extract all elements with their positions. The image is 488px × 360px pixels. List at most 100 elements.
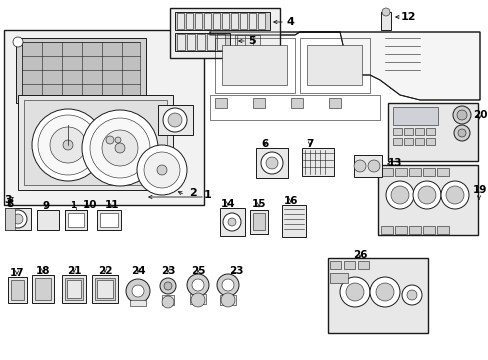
Bar [185, 13, 193, 29]
Circle shape [457, 129, 465, 137]
Circle shape [115, 143, 125, 153]
Circle shape [453, 125, 469, 141]
Circle shape [115, 137, 121, 143]
Bar [394, 168, 406, 176]
Text: 16: 16 [283, 196, 298, 206]
Bar [306, 45, 361, 85]
Circle shape [132, 285, 143, 297]
Circle shape [346, 283, 363, 301]
Bar [425, 128, 434, 135]
Text: 6: 6 [261, 139, 268, 149]
Bar [177, 13, 183, 29]
Bar [256, 148, 287, 178]
Circle shape [445, 186, 463, 204]
Bar [5, 208, 15, 230]
Bar [32, 275, 54, 303]
Bar [177, 34, 184, 50]
Circle shape [162, 296, 174, 308]
Bar [392, 138, 401, 145]
Text: 21: 21 [67, 266, 81, 276]
Bar [357, 261, 368, 269]
Bar [4, 30, 203, 205]
Circle shape [406, 290, 416, 300]
Circle shape [13, 214, 23, 224]
Bar [252, 213, 264, 230]
Bar [37, 210, 59, 230]
Bar [100, 213, 118, 227]
Bar [403, 128, 412, 135]
Bar [249, 210, 267, 234]
Bar [408, 226, 420, 234]
Bar [240, 13, 246, 29]
Circle shape [192, 279, 203, 291]
Bar [222, 13, 228, 29]
Bar [62, 275, 86, 303]
Bar [67, 280, 81, 298]
Text: 23: 23 [228, 266, 243, 276]
Bar [95, 278, 115, 300]
Bar [158, 105, 193, 135]
Circle shape [163, 282, 172, 290]
Bar [65, 210, 87, 230]
Circle shape [381, 8, 389, 16]
Circle shape [38, 115, 98, 175]
Text: 9: 9 [42, 201, 49, 211]
Bar [299, 38, 369, 93]
Text: 3: 3 [4, 195, 12, 205]
Bar [425, 138, 434, 145]
Text: 22: 22 [98, 266, 112, 276]
Bar [18, 95, 173, 190]
Bar [327, 258, 427, 333]
Circle shape [102, 130, 138, 166]
Bar [394, 226, 406, 234]
Bar [68, 213, 84, 227]
Bar [328, 98, 340, 108]
Circle shape [221, 293, 235, 307]
Bar [414, 128, 423, 135]
Circle shape [390, 186, 408, 204]
Bar [222, 45, 286, 85]
Text: 12: 12 [400, 12, 415, 22]
Bar [436, 226, 448, 234]
Bar [68, 213, 84, 227]
Text: 20: 20 [472, 110, 486, 120]
Bar [190, 294, 205, 304]
Text: 1: 1 [70, 201, 76, 210]
Bar [302, 148, 333, 176]
Bar [380, 226, 392, 234]
Polygon shape [43, 212, 53, 221]
Bar [215, 38, 294, 93]
Bar [329, 261, 340, 269]
Circle shape [385, 181, 413, 209]
Circle shape [353, 160, 365, 172]
Circle shape [440, 181, 468, 209]
Bar [130, 300, 146, 306]
Bar [343, 261, 354, 269]
Circle shape [456, 110, 466, 120]
Bar [162, 295, 174, 305]
Circle shape [265, 157, 278, 169]
Circle shape [369, 277, 399, 307]
Bar [35, 278, 51, 300]
Circle shape [261, 152, 283, 174]
Bar [197, 34, 204, 50]
Bar [22, 42, 140, 99]
Bar [97, 280, 113, 298]
Circle shape [223, 213, 241, 231]
Text: 4: 4 [285, 17, 293, 27]
Bar [220, 295, 236, 305]
Text: 18: 18 [36, 266, 50, 276]
Circle shape [227, 218, 236, 226]
Text: 2: 2 [189, 188, 197, 198]
Bar [392, 128, 401, 135]
Text: 1: 1 [203, 190, 211, 200]
Bar [186, 34, 195, 50]
Bar [422, 168, 434, 176]
Bar [195, 13, 202, 29]
Bar [11, 280, 24, 300]
Bar [414, 138, 423, 145]
Bar [203, 13, 210, 29]
Bar [24, 100, 167, 185]
Text: 26: 26 [352, 250, 366, 260]
Bar [8, 277, 27, 303]
